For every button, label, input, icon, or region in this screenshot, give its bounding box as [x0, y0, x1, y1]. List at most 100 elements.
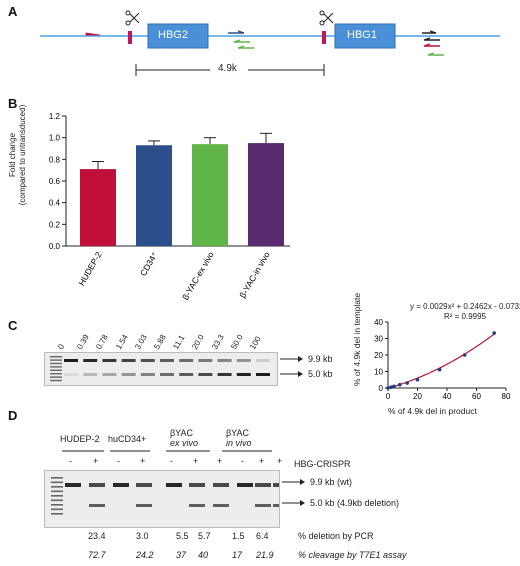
group-label-1: huCD34+	[108, 434, 147, 444]
pcr-value-2: 5.5	[176, 531, 189, 541]
hbg1-label: HBG1	[347, 29, 377, 41]
bar-2	[192, 144, 228, 246]
scatter-x-tick-label: 40	[443, 392, 452, 401]
pcr-row-label: % deletion by PCR	[298, 531, 374, 541]
gel-c-band-top-lane-10	[256, 359, 270, 362]
gel-d	[44, 470, 289, 528]
t7-value-2: 37	[176, 550, 187, 560]
panel-letter-a: A	[8, 4, 18, 19]
sign-lane-1: +	[93, 456, 99, 466]
scatter-x-tick-label: 60	[472, 392, 481, 401]
gel-d-band-top-lane-3	[136, 483, 152, 487]
gel-c-band-bottom-lane-1	[83, 373, 98, 376]
group-label-3: βYAC	[226, 428, 250, 438]
gel-d-band-bottom-lane-5	[189, 504, 205, 507]
hbg1-box	[334, 23, 396, 49]
r-squared: R² = 0.9995	[444, 312, 487, 321]
gel-c-band-bottom-lane-9	[236, 373, 251, 376]
t7-row-label: % cleavage by T7E1 assay	[298, 550, 407, 560]
sign-lane-6: +	[217, 456, 223, 466]
scatter-point-6	[437, 367, 442, 372]
gel-c-band-bottom-lane-6	[179, 373, 194, 376]
gel-d-band-top-lane-1	[89, 483, 105, 487]
ladder-band	[50, 379, 62, 382]
ladder-band	[51, 481, 63, 484]
gel-c-band-top-lane-9	[236, 359, 251, 362]
scatter-point-4	[405, 381, 409, 385]
gel-c-bands	[50, 356, 270, 382]
sign-lane-9: +	[277, 456, 283, 466]
sign-lane-7: -	[241, 456, 244, 466]
pcr-value-0: 23.4	[88, 531, 106, 541]
scatter-y-tick-label: 0	[379, 384, 384, 393]
primer-arrow-red-2	[423, 43, 440, 47]
bar-1	[136, 145, 172, 246]
pcr-value-3: 5.7	[198, 531, 211, 541]
bar-y-tick-label: 1.2	[49, 112, 61, 121]
ladder-band	[50, 362, 62, 365]
primer-arrow-black-2	[423, 37, 440, 41]
gel-c-band-top-lane-7	[198, 359, 213, 362]
t7-value-3: 40	[198, 550, 209, 560]
gel-c-band-top-lane-2	[102, 359, 117, 362]
gel-c-band-bottom-lane-3	[121, 373, 136, 376]
gel-c-band-top-lane-6	[179, 359, 194, 362]
gel-c-band-top-lane-5	[160, 359, 174, 362]
gel-c-band-top-lane-0	[64, 359, 78, 362]
bar-y-tick-label: 0.2	[49, 220, 61, 229]
ladder-band	[51, 499, 63, 502]
gel-c-band-bottom-lane-4	[140, 373, 155, 376]
ladder-band	[50, 356, 62, 358]
sgrna-site-1	[128, 31, 132, 44]
sign-lane-8: +	[259, 456, 265, 466]
ladder-band	[50, 369, 62, 371]
sign-lane-4: -	[170, 456, 173, 466]
gel-c-band-top: 9.9 kb	[308, 354, 333, 364]
sign-lane-2: -	[117, 456, 120, 466]
locus-diagram	[40, 10, 500, 76]
hbg2-label: HBG2	[158, 29, 188, 41]
bar-0	[80, 169, 116, 246]
scatter-x-tick-label: 80	[502, 392, 511, 401]
group-label-2: βYAC	[170, 428, 194, 438]
ladder-band	[51, 504, 63, 506]
standard-curve-chart: 0 10 20 30 40 0 20 40 60 80	[374, 318, 511, 401]
primer-arrow-black-1	[422, 30, 437, 34]
gel-c-band-bottom-lane-2	[102, 373, 117, 376]
ladder-band	[50, 376, 62, 378]
bar-y-tick-label: 0.8	[49, 155, 61, 164]
bar-y-tick-label: 0.6	[49, 177, 61, 186]
panel-letter-d: D	[8, 408, 18, 423]
gel-c-band-bottom: 5.0 kb	[308, 369, 333, 379]
panel-letter-c: C	[8, 318, 18, 333]
pcr-value-5: 6.4	[256, 531, 269, 541]
sign-lane-3: +	[140, 456, 146, 466]
deletion-size-label: 4.9k	[218, 63, 237, 74]
ladder-band	[50, 359, 62, 361]
bar-y-tick-label: 0.4	[49, 199, 61, 208]
scatter-y-tick-label: 10	[374, 368, 383, 377]
gel-c-band-top-lane-1	[83, 359, 98, 362]
scatter-y-tick-label: 40	[374, 318, 383, 327]
primer-arrow-red-1	[85, 32, 101, 36]
sgrna-site-2	[322, 31, 326, 44]
scissors-icon-2	[319, 10, 334, 26]
gel-d-band-top-lane-5	[189, 483, 205, 487]
gel-c-band-top-lane-4	[140, 359, 155, 362]
group-sublabel-2: ex vivo	[170, 438, 199, 448]
scatter-y-tick-label: 20	[374, 351, 383, 360]
t7-value-4: 17	[232, 550, 243, 560]
scatter-y-tick-label: 30	[374, 335, 383, 344]
scatter-point-5	[415, 377, 420, 382]
sign-lane-0: -	[69, 456, 72, 466]
ladder-band	[51, 495, 63, 497]
primer-arrow-green-3	[427, 52, 444, 56]
gel-c-band-bottom-lane-10	[256, 373, 270, 376]
scatter-point-1	[389, 385, 393, 389]
pcr-value-4: 1.5	[232, 531, 245, 541]
scatter-x-tick-label: 20	[413, 392, 422, 401]
gel-c-band-bottom-lane-7	[198, 373, 213, 376]
gel-d-band-top-lane-0	[65, 483, 81, 487]
scatter-point-2	[392, 384, 396, 389]
